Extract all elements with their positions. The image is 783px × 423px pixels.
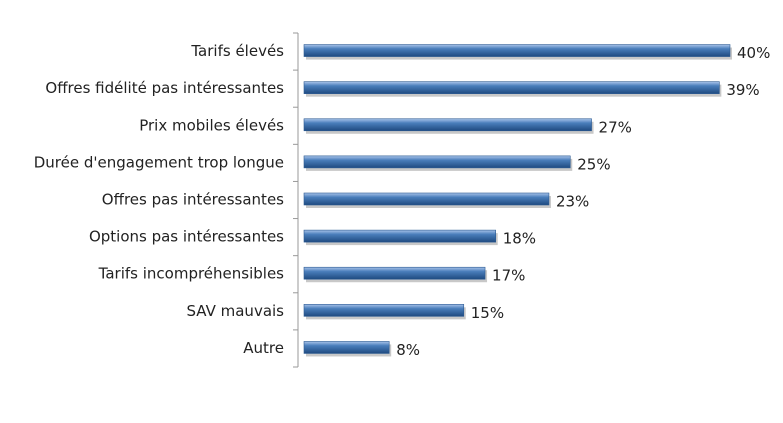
category-label: SAV mauvais (187, 302, 285, 320)
category-label: Autre (243, 339, 284, 357)
value-label: 8% (396, 341, 420, 359)
category-label: Tarifs élevés (190, 42, 284, 60)
bar (303, 44, 731, 57)
value-label: 27% (599, 118, 632, 136)
bar (303, 266, 486, 280)
value-label: 40% (737, 44, 770, 62)
bar (303, 81, 720, 94)
value-label: 17% (492, 267, 525, 285)
category-label: Tarifs incompréhensibles (98, 265, 285, 283)
bar (303, 304, 465, 317)
value-label: 18% (503, 230, 536, 248)
value-label: 15% (471, 304, 504, 322)
value-label: 23% (556, 193, 589, 211)
bar (303, 229, 496, 243)
category-label: Prix mobiles élevés (139, 116, 284, 134)
category-label: Durée d'engagement trop longue (34, 153, 284, 171)
category-label: Offres pas intéressantes (102, 191, 284, 209)
bar (303, 155, 571, 169)
category-label: Offres fidélité pas intéressantes (45, 79, 284, 97)
bar (303, 192, 550, 206)
category-label: Options pas intéressantes (89, 228, 284, 246)
value-label: 25% (577, 155, 610, 173)
bar (303, 118, 592, 132)
value-label: 39% (726, 81, 759, 99)
bar (303, 341, 390, 354)
